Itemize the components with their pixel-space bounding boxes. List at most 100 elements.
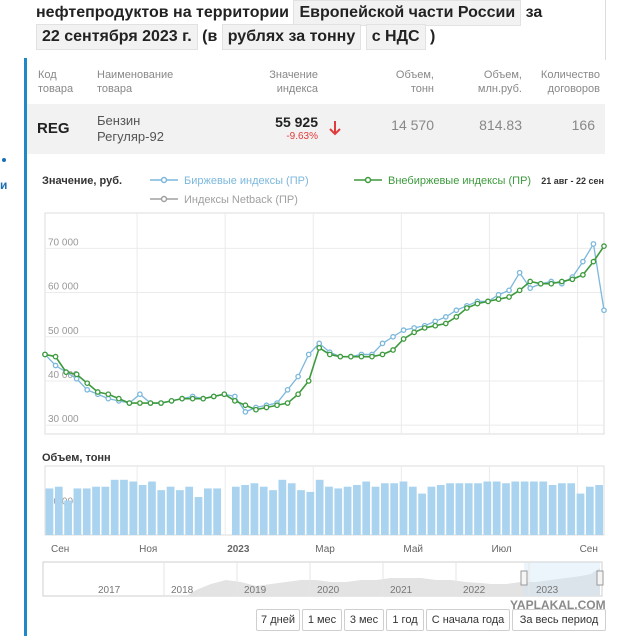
navigator-window[interactable]	[524, 562, 600, 596]
volume-bar[interactable]	[297, 490, 305, 535]
volume-bar[interactable]	[241, 484, 249, 535]
volume-bar[interactable]	[455, 483, 464, 535]
series-otc-point[interactable]	[379, 351, 386, 358]
range-ytd-button[interactable]: С начала года	[426, 609, 510, 631]
series-otc-point[interactable]	[390, 347, 396, 353]
series-exchange-point[interactable]	[580, 258, 586, 265]
series-exchange-point[interactable]	[379, 340, 386, 347]
series-otc-point[interactable]	[348, 353, 354, 360]
series-otc-point[interactable]	[189, 395, 196, 402]
series-otc-point[interactable]	[569, 276, 576, 283]
series-otc-point[interactable]	[42, 351, 48, 358]
volume-bar[interactable]	[73, 488, 82, 535]
series-exchange-point[interactable]	[73, 375, 80, 382]
range-1y-button[interactable]: 1 год	[386, 609, 424, 631]
series-otc-point[interactable]	[52, 353, 59, 360]
series-otc-point[interactable]	[94, 389, 101, 395]
series-otc-point[interactable]	[147, 400, 154, 406]
volume-bar[interactable]	[399, 481, 408, 535]
series-exchange-point[interactable]	[432, 318, 439, 325]
series-otc-point[interactable]	[590, 258, 597, 265]
series-otc-point[interactable]	[126, 400, 133, 406]
series-otc-point[interactable]	[453, 314, 460, 320]
volume-bar[interactable]	[82, 488, 91, 535]
series-otc-point[interactable]	[221, 391, 228, 398]
navigator-handle-right[interactable]	[596, 570, 604, 586]
series-otc-point[interactable]	[263, 404, 270, 411]
series-otc-point[interactable]	[442, 320, 449, 327]
range-3m-button[interactable]: 3 мес	[344, 609, 384, 631]
series-otc-point[interactable]	[464, 305, 470, 311]
legend-otc[interactable]: Внебиржевые индексы (ПР)	[354, 175, 531, 187]
series-otc-point[interactable]	[316, 344, 323, 351]
series-otc-point[interactable]	[432, 322, 439, 329]
series-exchange-point[interactable]	[516, 269, 523, 276]
series-exchange-point[interactable]	[506, 287, 512, 294]
unit-selector[interactable]: рублях за тонну	[221, 24, 362, 50]
volume-bar[interactable]	[464, 483, 473, 535]
volume-bar[interactable]	[371, 486, 380, 535]
volume-bar[interactable]	[558, 483, 566, 535]
series-otc-point[interactable]	[485, 298, 491, 305]
series-exchange-point[interactable]	[284, 386, 291, 393]
volume-bar[interactable]	[390, 483, 399, 535]
series-otc-point[interactable]	[358, 353, 365, 360]
volume-bar[interactable]	[483, 481, 492, 535]
series-otc-point[interactable]	[411, 329, 418, 336]
volume-bar[interactable]	[92, 486, 100, 535]
series-otc-point[interactable]	[326, 351, 333, 358]
range-all-button[interactable]: За весь период	[512, 609, 606, 631]
series-exchange-point[interactable]	[400, 327, 407, 333]
volume-bar[interactable]	[54, 486, 63, 535]
series-otc-point[interactable]	[400, 336, 407, 342]
volume-bar[interactable]	[287, 483, 296, 535]
price-chart-svg[interactable]: Значение, руб. Биржевые индексы (ПР) Вне…	[36, 166, 640, 636]
series-otc-point[interactable]	[537, 280, 544, 287]
volume-bar[interactable]	[213, 488, 222, 535]
volume-bar[interactable]	[45, 488, 54, 535]
series-otc-point[interactable]	[284, 400, 291, 406]
series-otc-point[interactable]	[305, 378, 312, 384]
volume-bar[interactable]	[120, 479, 128, 535]
series-otc-point[interactable]	[137, 400, 143, 406]
volume-bar[interactable]	[269, 490, 277, 535]
series-otc-point[interactable]	[601, 243, 607, 250]
volume-bar[interactable]	[567, 483, 576, 535]
volume-bar[interactable]	[315, 479, 324, 535]
volume-bar[interactable]	[576, 493, 585, 535]
series-exchange-point[interactable]	[453, 307, 460, 314]
volume-bar[interactable]	[306, 491, 315, 535]
series-otc-point[interactable]	[580, 272, 586, 278]
volume-bar[interactable]	[585, 486, 594, 535]
series-otc-point[interactable]	[242, 402, 249, 409]
vat-selector[interactable]: с НДС	[365, 24, 426, 50]
series-otc-point[interactable]	[337, 353, 344, 360]
series-exchange-point[interactable]	[305, 351, 312, 358]
series-otc-point[interactable]	[115, 395, 122, 402]
series-exchange-point[interactable]	[105, 395, 112, 402]
volume-bar[interactable]	[176, 490, 184, 535]
volume-bar[interactable]	[418, 493, 426, 535]
series-otc-point[interactable]	[253, 406, 259, 413]
volume-bar[interactable]	[427, 486, 436, 535]
volume-bar[interactable]	[259, 486, 268, 535]
series-otc-point[interactable]	[474, 300, 481, 307]
series-exchange-point[interactable]	[52, 362, 59, 369]
volume-bar[interactable]	[101, 486, 110, 535]
volume-bar[interactable]	[474, 483, 482, 535]
series-otc-point[interactable]	[274, 402, 280, 409]
series-otc-point[interactable]	[168, 398, 175, 404]
series-exchange-point[interactable]	[495, 291, 502, 298]
volume-bar[interactable]	[446, 483, 454, 535]
volume-bar[interactable]	[502, 483, 510, 535]
volume-bar[interactable]	[381, 483, 389, 535]
volume-bar[interactable]	[148, 481, 156, 535]
series-otc-point[interactable]	[295, 391, 301, 398]
volume-bar[interactable]	[436, 484, 445, 535]
series-otc-point[interactable]	[105, 391, 112, 398]
volume-bar[interactable]	[138, 484, 147, 535]
volume-bar[interactable]	[166, 486, 175, 535]
range-1m-button[interactable]: 1 мес	[302, 609, 342, 631]
series-otc-point[interactable]	[158, 400, 164, 406]
legend-exchange[interactable]: Биржевые индексы (ПР)	[150, 175, 309, 187]
